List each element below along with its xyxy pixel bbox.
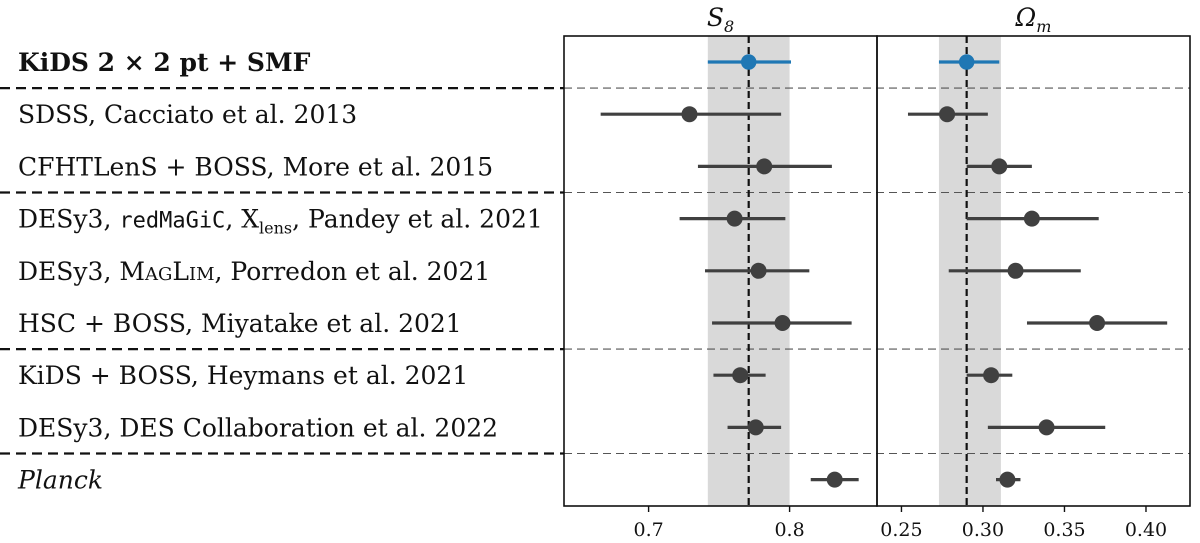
point-om-1 [939,106,956,123]
separator-layer [0,86,1190,455]
panel-title-S8: S8 [707,3,734,36]
errorbar-layer [600,54,1168,488]
point-om-0 [958,54,975,70]
panel-title-Omega_m: Ωm [1015,3,1052,36]
point-s8-6 [732,367,749,384]
point-s8-3 [726,210,743,227]
row-label-1: SDSS, Cacciato et al. 2013 [18,100,357,129]
label-part-desy3: DESy3, [18,257,119,286]
label-part-x: , X [225,205,259,234]
tick-label-S8-0: 0.7 [633,519,663,541]
panel-title-main-Omega_m: Ω [1015,3,1037,32]
point-om-6 [983,367,1000,384]
tick-label-S8-1: 0.8 [774,519,804,541]
tick-label-Omega_m-0: 0.25 [880,519,922,541]
point-om-5 [1089,315,1106,331]
label-part-porredon: , Porredon et al. 2021 [215,257,491,286]
label-part-maglim-m: M [119,257,145,286]
row-label-5: HSC + BOSS, Miyatake et al. 2021 [18,309,462,338]
point-s8-8 [826,471,843,488]
row-label-4: DESy3, MAGLIM, Porredon et al. 2021 [18,257,490,286]
panel-title-sub-S8: 8 [724,17,734,36]
label-part-maglim-l: L [172,257,189,286]
tick-label-Omega_m-2: 0.35 [1043,519,1085,541]
point-s8-0 [740,54,757,70]
point-s8-2 [756,158,773,175]
panel-title-main-S8: S [707,3,724,32]
row-label-2: CFHTLenS + BOSS, More et al. 2015 [18,152,493,181]
tick-label-Omega_m-3: 0.40 [1125,519,1167,541]
point-om-2 [991,158,1008,175]
point-s8-4 [750,262,767,279]
panel-title-sub-Omega_m: m [1036,17,1051,36]
panel-frame-Omega_m [876,35,1191,507]
point-om-7 [1038,419,1055,436]
row-label-3: DESy3, redMaGiC, Xlens, Pandey et al. 20… [18,205,543,238]
tick-label-Omega_m-1: 0.30 [962,519,1004,541]
row-label-8: Planck [17,466,103,495]
point-om-8 [999,471,1016,488]
row-label-6: KiDS + BOSS, Heymans et al. 2021 [18,361,468,390]
row-label-7: DESy3, DES Collaboration et al. 2022 [18,413,498,442]
label-part-pandey: , Pandey et al. 2021 [292,205,543,234]
label-part-desy3: DESy3, [18,205,119,234]
point-om-3 [1023,210,1040,227]
point-s8-1 [681,106,698,123]
label-part-redmagic: redMaGiC [119,209,225,234]
axis-layer: 0.7 0.8 S8 0.25 0.30 0.35 0.40 Ωm [563,3,1191,541]
label-part-maglim-ag: AG [144,264,172,285]
point-om-4 [1007,262,1024,279]
point-s8-5 [774,315,791,331]
row-label-layer: KiDS 2 × 2 pt + SMF SDSS, Cacciato et al.… [17,48,543,495]
label-part-lens-sub: lens [259,219,292,238]
label-part-maglim-im: IM [189,264,215,285]
point-s8-7 [747,419,764,436]
row-label-0: KiDS 2 × 2 pt + SMF [18,48,311,77]
